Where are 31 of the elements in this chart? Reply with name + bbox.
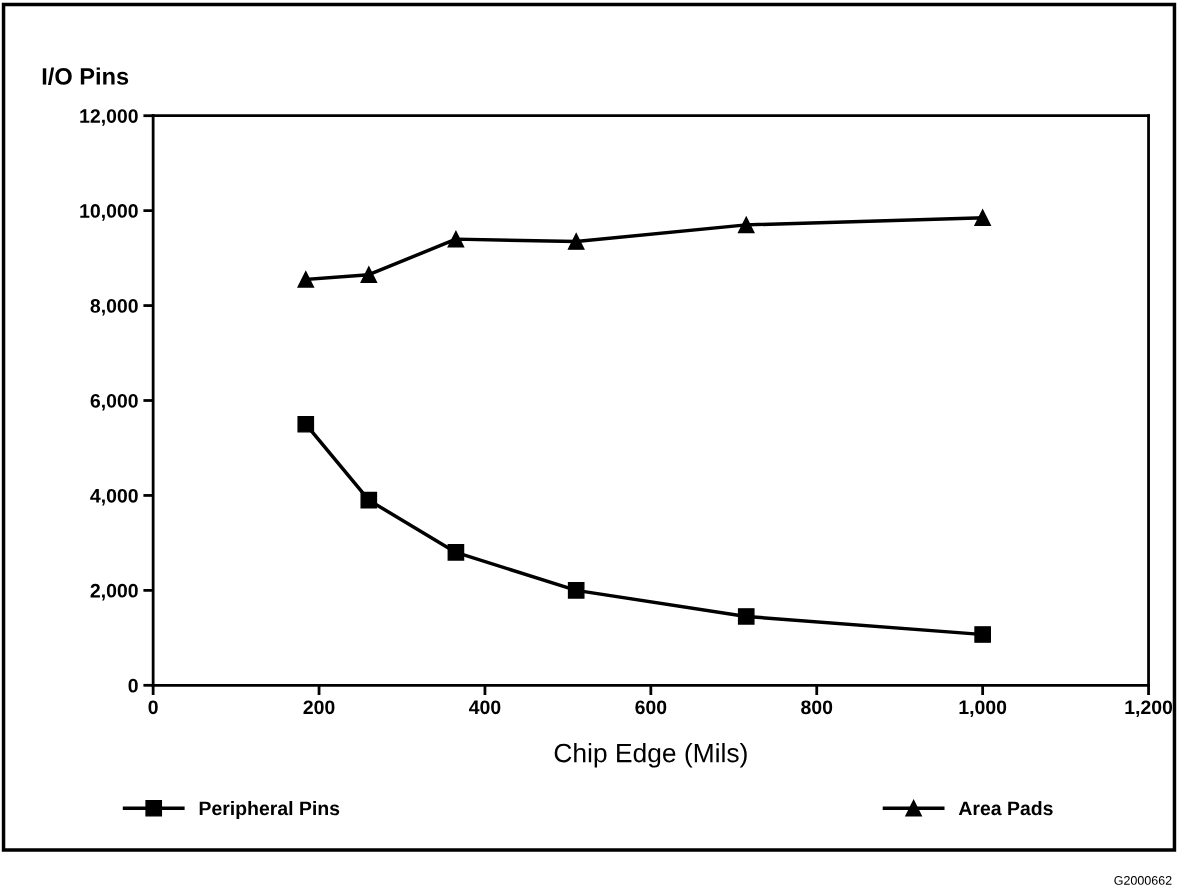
point — [360, 491, 378, 509]
y-tick-label: 12,000 — [80, 109, 138, 126]
y-tick-label: 10,000 — [80, 204, 138, 221]
x-tick-label: 600 — [635, 700, 667, 715]
point — [297, 271, 315, 288]
x-tick-label: 400 — [469, 700, 501, 715]
x-axis-title: Chip Edge (Mils) — [554, 743, 747, 768]
y-tick-label: 8,000 — [90, 299, 138, 316]
x-tick-label: 1,200 — [1125, 700, 1173, 717]
y-tick-label: 6,000 — [90, 393, 138, 411]
point — [447, 544, 465, 561]
point — [974, 209, 991, 227]
point — [737, 216, 755, 234]
y-axis-title: I/O Pins — [42, 67, 129, 86]
text: G2000662 — [1114, 876, 1172, 885]
legend-label: Peripheral Pins — [199, 800, 340, 820]
point — [297, 415, 315, 433]
y-tick-label: 2,000 — [90, 583, 138, 601]
point — [974, 626, 991, 643]
point — [737, 608, 755, 625]
x-tick-label: 200 — [303, 700, 335, 715]
y-tick-label: 4,000 — [90, 488, 138, 506]
point — [567, 233, 585, 250]
point — [567, 582, 585, 599]
x-tick-label: 1,000 — [959, 700, 1007, 717]
x-tick-label: 0 — [148, 700, 158, 715]
legend-label: Area Pads — [958, 800, 1053, 816]
x-tick-label: 800 — [801, 700, 833, 715]
point — [447, 230, 465, 248]
y-tick-label: 0 — [128, 678, 138, 693]
point — [360, 266, 378, 284]
